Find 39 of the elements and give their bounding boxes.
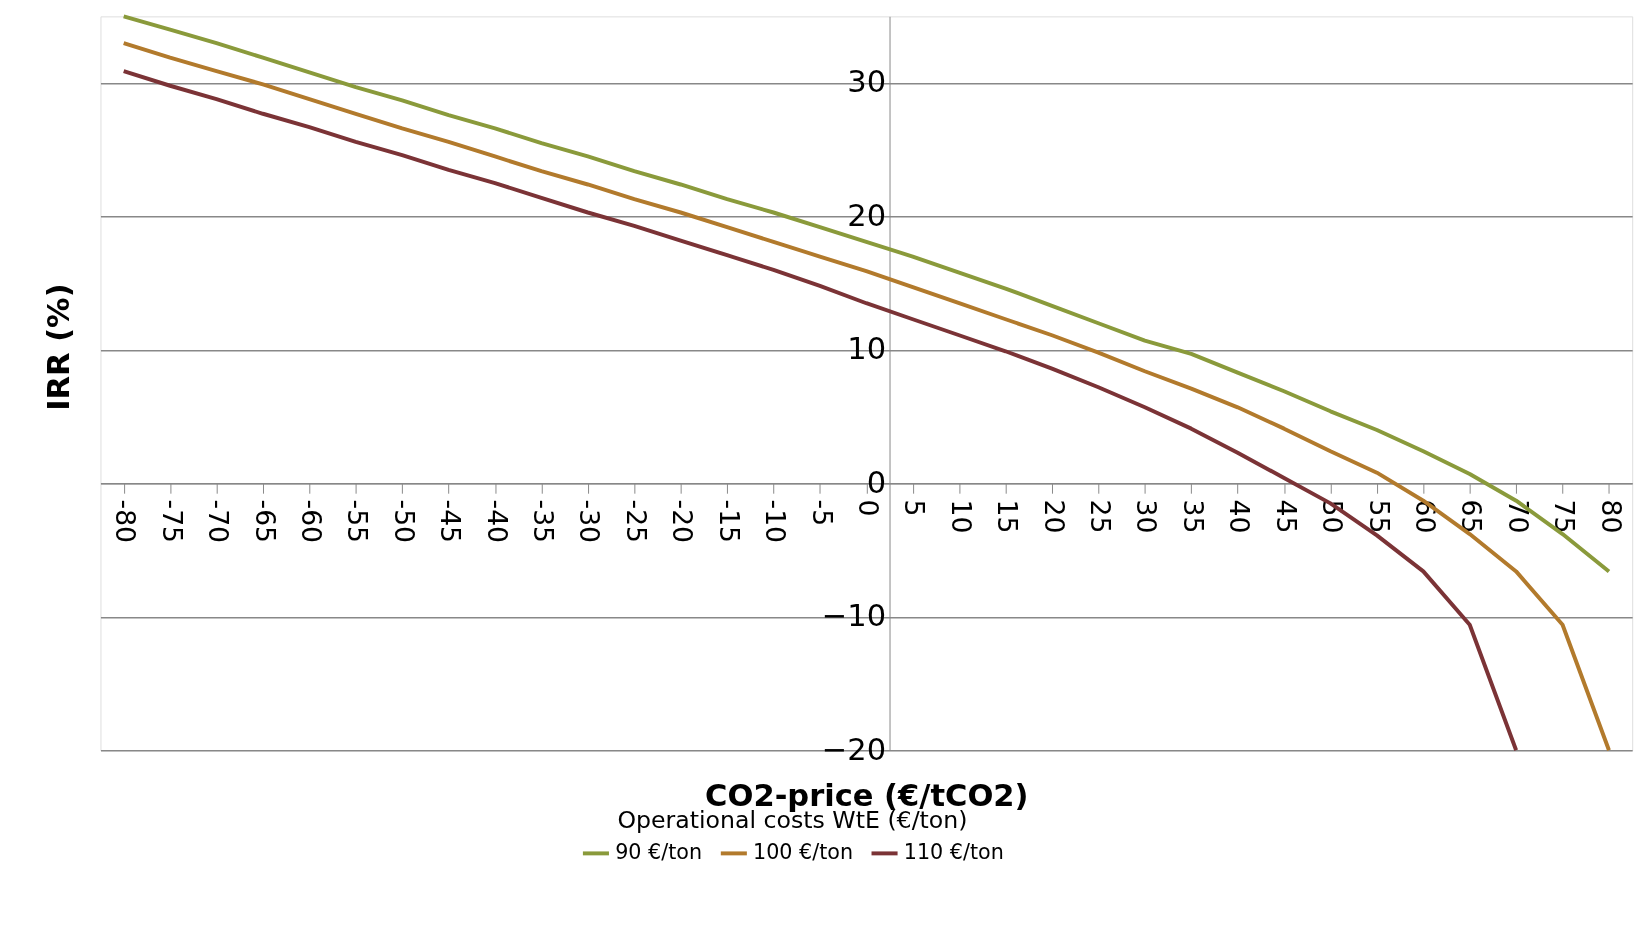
x-tick-label: 65 [1456, 499, 1488, 534]
x-tick-label: -75 [156, 499, 188, 544]
x-tick-label: -70 [203, 499, 235, 544]
x-tick-label: -35 [528, 499, 560, 544]
legend-label: 110 €/ton [903, 840, 1004, 865]
y-axis-title: IRR (%) [41, 283, 77, 411]
y-tick-label: −10 [821, 598, 887, 634]
x-tick-label: 15 [992, 499, 1024, 534]
x-tick-label: 80 [1595, 499, 1627, 534]
x-tick-label: -40 [481, 499, 513, 544]
x-tick-label: -80 [110, 499, 142, 544]
x-tick-label: 20 [1038, 499, 1070, 534]
x-tick-label: -10 [760, 499, 792, 544]
x-tick-label: 40 [1224, 499, 1256, 534]
x-tick-label: -15 [713, 499, 745, 544]
x-tick-label: -25 [620, 499, 652, 544]
x-tick-label: 10 [945, 499, 977, 534]
x-tick-label: 45 [1270, 499, 1302, 534]
y-tick-label: 10 [847, 331, 887, 367]
x-tick-label: 25 [1085, 499, 1117, 534]
legend-label: 90 €/ton [615, 840, 703, 865]
legend-label: 100 €/ton [753, 840, 854, 865]
y-tick-label: 20 [847, 197, 887, 233]
x-tick-label: -20 [667, 499, 699, 544]
x-tick-label: -5 [806, 499, 838, 527]
x-tick-label: -65 [249, 499, 281, 544]
x-tick-label: -55 [342, 499, 374, 544]
x-tick-label: 30 [1131, 499, 1163, 534]
x-tick-label: 55 [1363, 499, 1395, 534]
x-tick-label: -45 [435, 499, 467, 544]
x-tick-label: -30 [574, 499, 606, 544]
x-tick-label: 5 [899, 499, 931, 517]
x-tick-label: -60 [295, 499, 327, 544]
x-tick-label: -50 [388, 499, 420, 544]
y-tick-label: −20 [821, 731, 887, 767]
x-tick-label: 70 [1502, 499, 1534, 534]
x-tick-label: 35 [1177, 499, 1209, 534]
x-tick-label: 75 [1549, 499, 1581, 534]
y-tick-label: 30 [847, 64, 887, 100]
